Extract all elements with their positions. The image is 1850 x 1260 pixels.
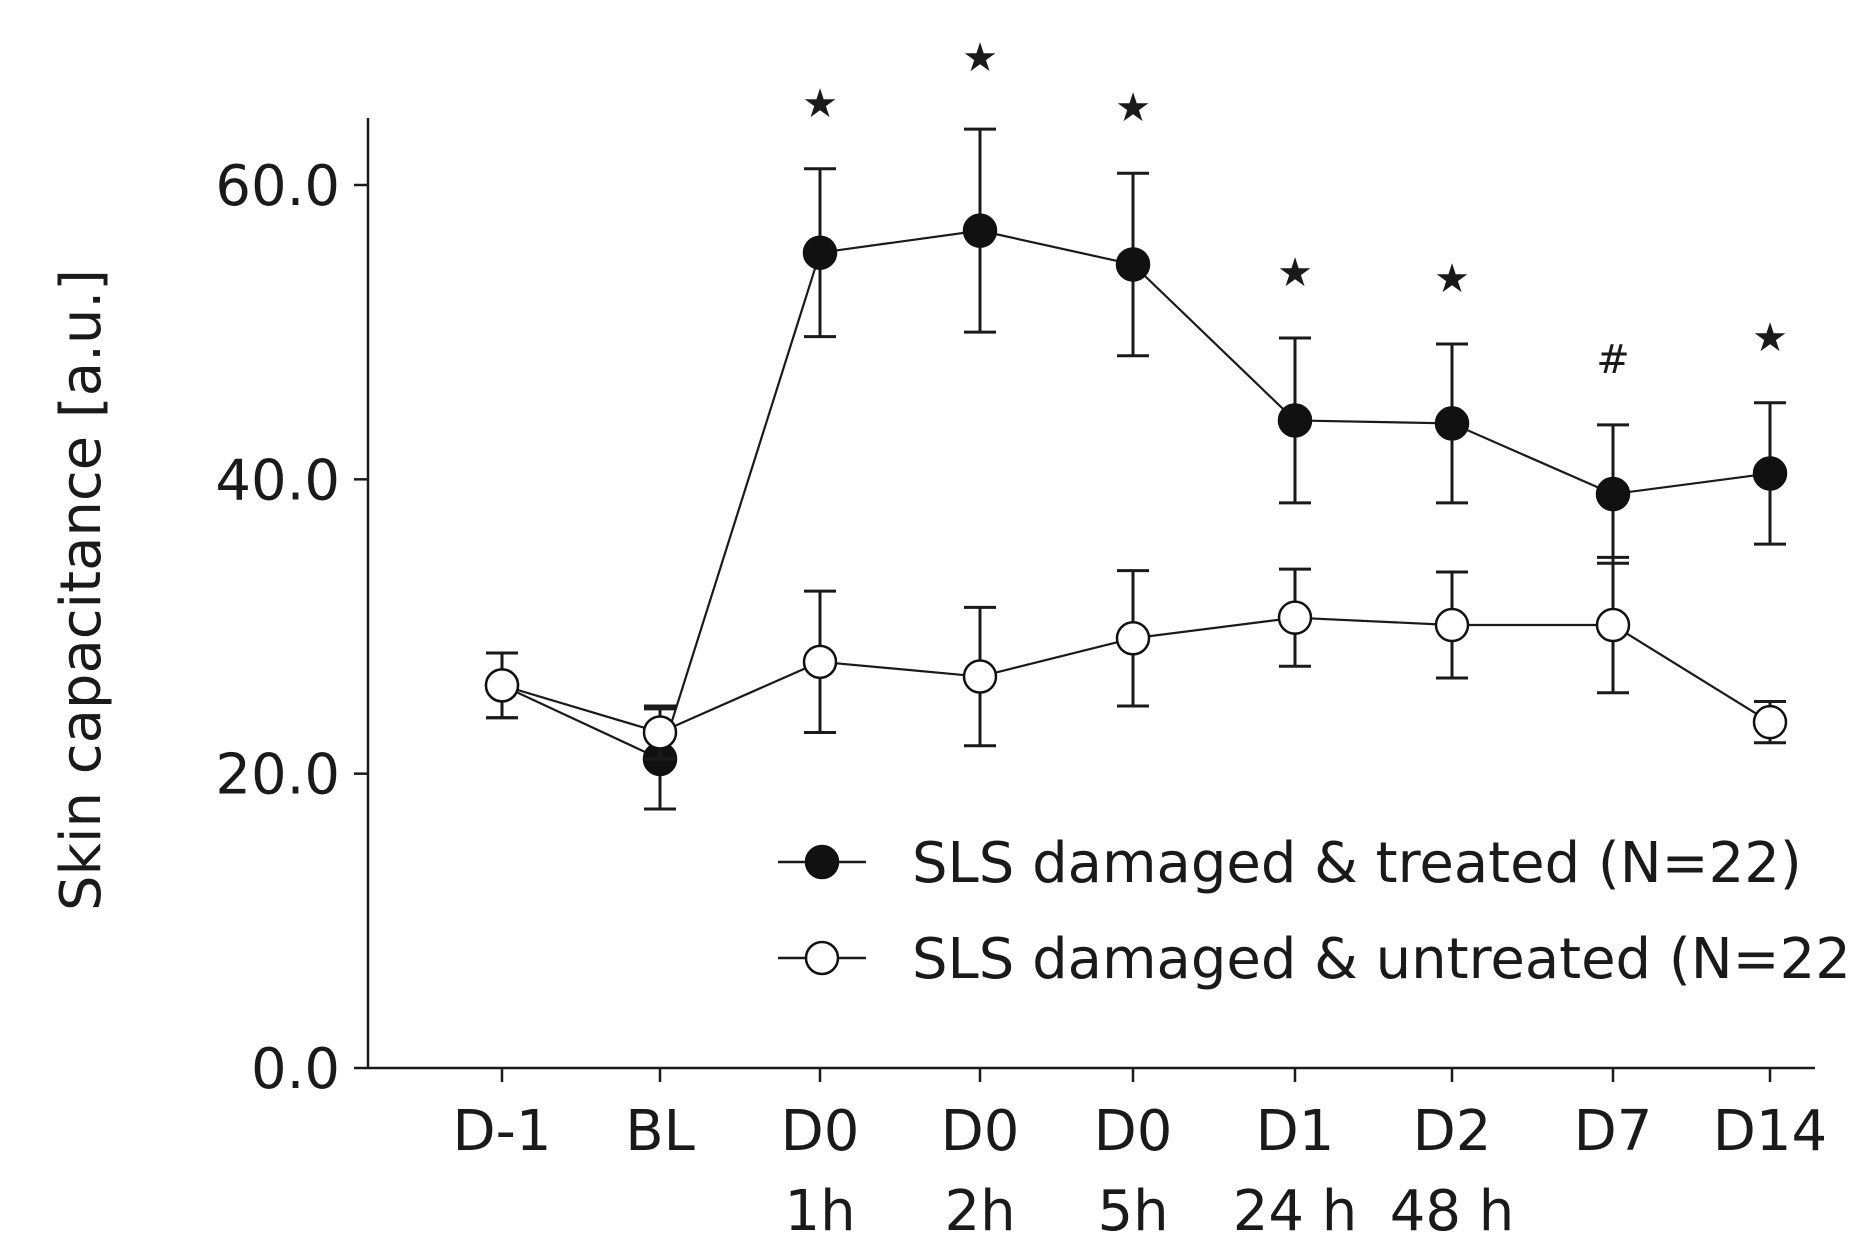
data-point [1277, 403, 1313, 438]
data-point [1434, 406, 1470, 441]
data-point [802, 644, 838, 680]
significance-mark: # [1596, 337, 1630, 383]
legend-label: SLS damaged & treated (N=22) [912, 831, 1802, 896]
legend: SLS damaged & treated (N=22) SLS damaged … [778, 831, 1850, 992]
legend-item-treated: SLS damaged & treated (N=22) [778, 831, 1802, 896]
significance-mark: ★ [1277, 250, 1313, 296]
y-tick-label: 20.0 [215, 743, 340, 808]
data-point [1595, 476, 1631, 512]
x-tick-label: D1 [1256, 1099, 1335, 1164]
data-point [1434, 607, 1470, 643]
legend-marker [804, 844, 840, 880]
x-tick-label: D7 [1574, 1099, 1653, 1164]
y-tick-label: 0.0 [251, 1037, 340, 1102]
x-tick-label: BL [625, 1099, 695, 1164]
x-tick-label: D14 [1713, 1099, 1827, 1164]
data-point [1115, 247, 1151, 282]
y-tick-label: 60.0 [215, 154, 340, 219]
x-tick-sublabel: 5h [1097, 1179, 1168, 1244]
x-tick-sublabel: 2h [944, 1179, 1015, 1244]
legend-item-untreated: SLS damaged & untreated (N=22) [778, 927, 1850, 992]
x-tick-label: D0 [941, 1099, 1020, 1164]
x-tick-label: D0 [1094, 1099, 1173, 1164]
x-tick-label: D-1 [453, 1099, 552, 1164]
x-tick-sublabel: 24 h [1233, 1179, 1358, 1244]
data-point [802, 235, 838, 270]
significance-mark: ★ [962, 35, 998, 81]
legend-marker [804, 940, 840, 976]
series-untreated [484, 555, 1788, 761]
data-point [1752, 456, 1788, 491]
x-tick-sublabel: 48 h [1390, 1179, 1515, 1244]
significance-annotations: ★ ★ ★ ★ ★ # ★ [802, 35, 1788, 383]
y-axis-label: Skin capacitance [a.u.] [49, 269, 114, 911]
data-point [962, 213, 998, 248]
data-point [1752, 704, 1788, 740]
series-treated [484, 127, 1788, 811]
axes-layer: 0.0 20.0 40.0 60.0 Skin capacitance [a.u.] D-… [49, 118, 1827, 1244]
legend-label: SLS damaged & untreated (N=22) [912, 927, 1850, 992]
y-tick-label: 40.0 [215, 448, 340, 513]
data-point [1595, 607, 1631, 643]
significance-mark: ★ [1752, 315, 1788, 361]
data-point [962, 659, 998, 694]
series-layer [484, 127, 1788, 811]
data-point [1277, 600, 1313, 635]
series-line [501, 229, 1771, 761]
significance-mark: ★ [1434, 256, 1470, 302]
significance-mark: ★ [802, 81, 838, 127]
data-point [1115, 621, 1151, 656]
data-point [484, 668, 520, 703]
x-tick-label: D2 [1413, 1099, 1492, 1164]
significance-mark: ★ [1115, 85, 1151, 131]
x-tick-sublabel: 1h [784, 1179, 855, 1244]
data-point [642, 715, 678, 750]
x-tick-label: D0 [781, 1099, 860, 1164]
